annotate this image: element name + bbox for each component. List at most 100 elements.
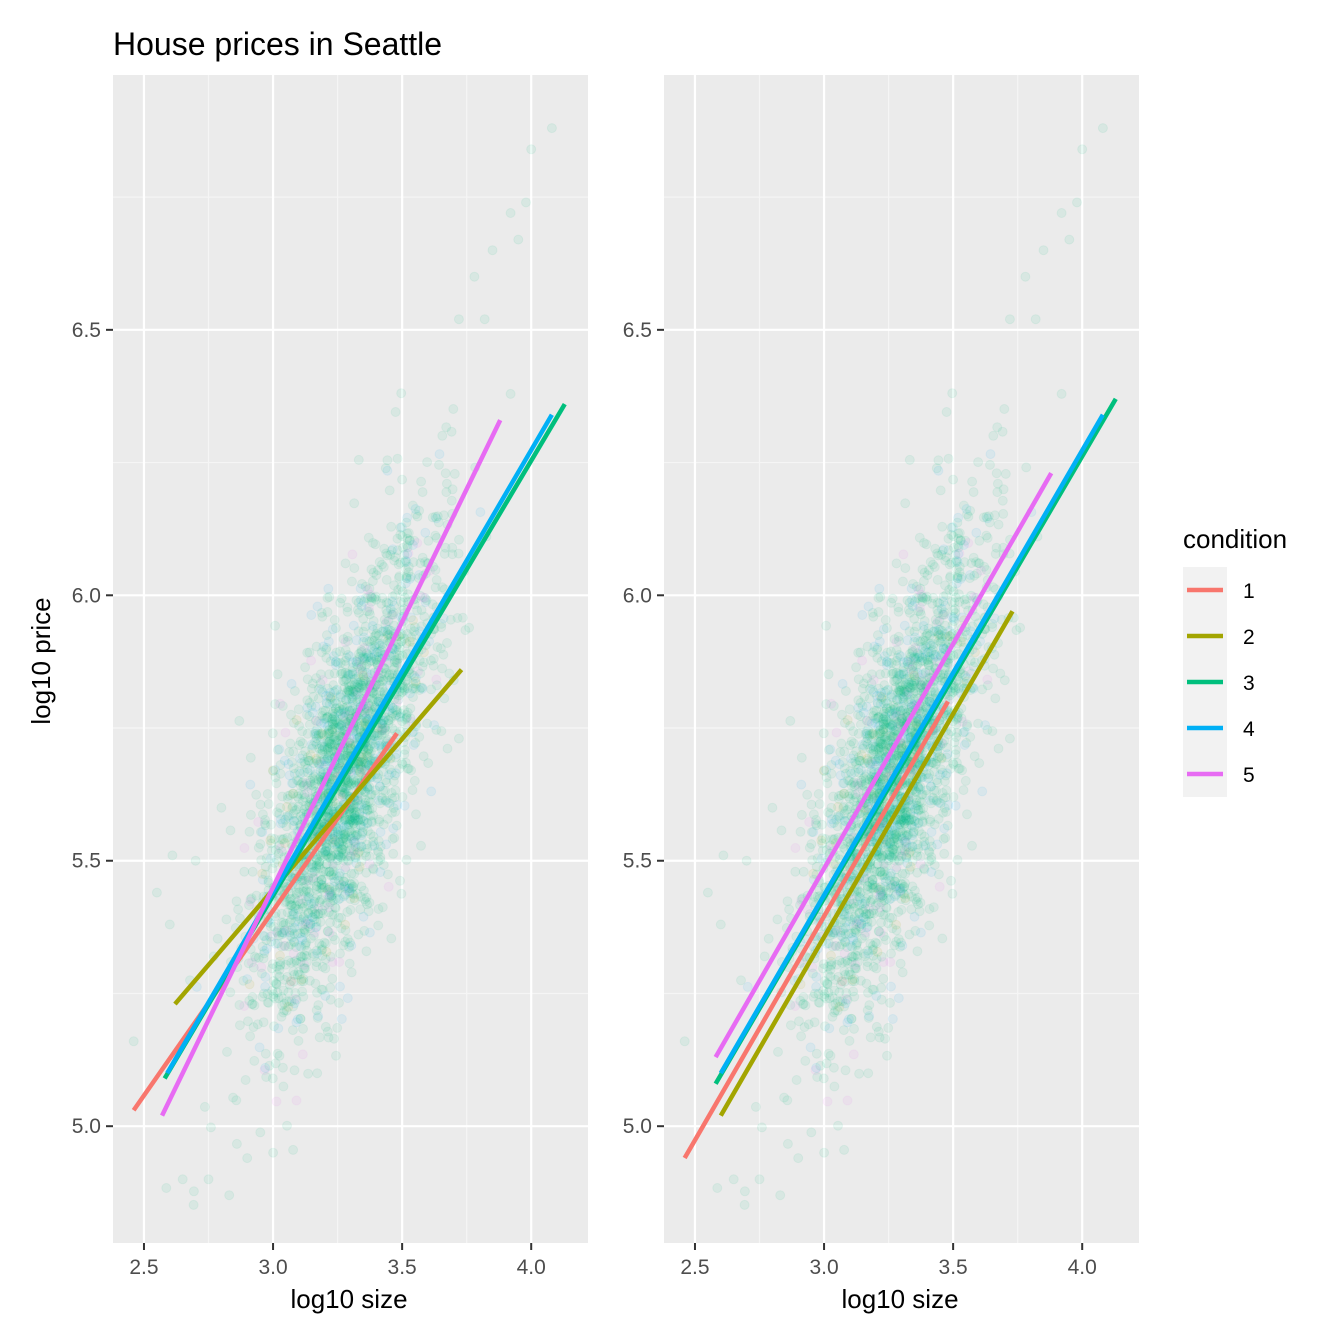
scatter-point [309, 951, 319, 962]
scatter-point [807, 968, 818, 979]
scatter-point [951, 732, 962, 743]
scatter-point [824, 1023, 835, 1034]
scatter-point [268, 1147, 279, 1158]
scatter-point [795, 826, 806, 837]
scatter-point [422, 718, 433, 729]
scatter-point [413, 666, 423, 677]
scatter-point [331, 723, 341, 733]
scatter-point [384, 669, 395, 680]
scatter-point [266, 845, 277, 856]
scatter-point [412, 605, 423, 616]
scatter-point [505, 208, 516, 218]
scatter-point [324, 742, 335, 753]
scatter-point [305, 750, 316, 760]
scatter-point [369, 641, 380, 652]
scatter-point [887, 1014, 898, 1024]
scatter-point [389, 580, 399, 591]
scatter-point [782, 896, 793, 907]
scatter-point [960, 775, 971, 786]
scatter-point [410, 676, 421, 687]
scatter-point [353, 648, 364, 659]
scatter-point [296, 758, 307, 769]
scatter-point [309, 914, 320, 925]
scatter-point [344, 887, 355, 898]
scatter-point [368, 656, 379, 667]
scatter-point [373, 836, 384, 847]
scatter-point [323, 737, 334, 748]
scatter-point [712, 1183, 723, 1193]
scatter-point [270, 620, 281, 631]
scatter-point [776, 825, 787, 836]
scatter-point [167, 850, 178, 861]
scatter-point [396, 636, 406, 647]
scatter-point [377, 559, 387, 570]
scatter-point [823, 807, 834, 818]
scatter-point [345, 815, 356, 826]
scatter-point [307, 866, 318, 877]
scatter-point [334, 957, 345, 967]
scatter-point [361, 652, 372, 663]
scatter-point [354, 683, 364, 694]
scatter-point [375, 798, 386, 809]
scatter-point [331, 647, 342, 658]
scatter-point [932, 574, 943, 585]
scatter-point [335, 828, 346, 839]
scatter-point [416, 840, 426, 851]
scatter-point [342, 777, 353, 788]
scatter-point [893, 993, 904, 1004]
scatter-point [292, 1014, 303, 1025]
scatter-point [314, 1032, 325, 1043]
scatter-point [921, 769, 932, 780]
scatter-point [390, 710, 401, 721]
scatter-point [364, 609, 375, 620]
scatter-point [328, 866, 339, 877]
scatter-point [366, 644, 377, 655]
scatter-point [333, 851, 344, 861]
scatter-point [848, 1049, 859, 1060]
scatter-point [332, 1022, 343, 1033]
scatter-point [317, 884, 328, 895]
scatter-point [973, 718, 984, 729]
scatter-point [350, 685, 360, 696]
scatter-point [345, 843, 356, 854]
scatter-point [329, 714, 340, 725]
scatter-point [431, 680, 442, 691]
scatter-point [432, 511, 443, 522]
scatter-point [325, 852, 336, 863]
scatter-point [331, 685, 341, 696]
scatter-point [469, 271, 480, 282]
scatter-point [330, 935, 340, 945]
scatter-point [447, 542, 458, 553]
scatter-point [346, 576, 357, 587]
scatter-point [353, 769, 364, 780]
scatter-point [278, 985, 289, 996]
scatter-point [284, 770, 295, 781]
scatter-point [303, 921, 314, 932]
scatter-point [307, 773, 318, 784]
scatter-point [314, 743, 325, 754]
scatter-point [821, 620, 832, 631]
scatter-point [307, 859, 318, 870]
scatter-point [396, 636, 407, 647]
scatter-point [374, 730, 385, 741]
scatter-point [312, 1068, 323, 1079]
scatter-point [438, 510, 449, 521]
scatter-point [320, 882, 331, 893]
scatter-point [303, 918, 313, 929]
scatter-point [249, 1000, 260, 1011]
scatter-point [940, 620, 951, 631]
scatter-point [307, 678, 318, 689]
scatter-point [362, 818, 373, 828]
scatter-point [340, 925, 351, 936]
scatter-point [231, 1138, 242, 1149]
scatter-point [347, 657, 358, 668]
scatter-point [366, 747, 376, 758]
scatter-point [426, 786, 437, 797]
scatter-point [430, 565, 441, 575]
scatter-point [350, 837, 361, 848]
scatter-point [312, 948, 323, 959]
scatter-point [394, 653, 404, 664]
scatter-point [354, 651, 365, 662]
scatter-point [414, 655, 425, 666]
scatter-point [274, 1050, 285, 1061]
